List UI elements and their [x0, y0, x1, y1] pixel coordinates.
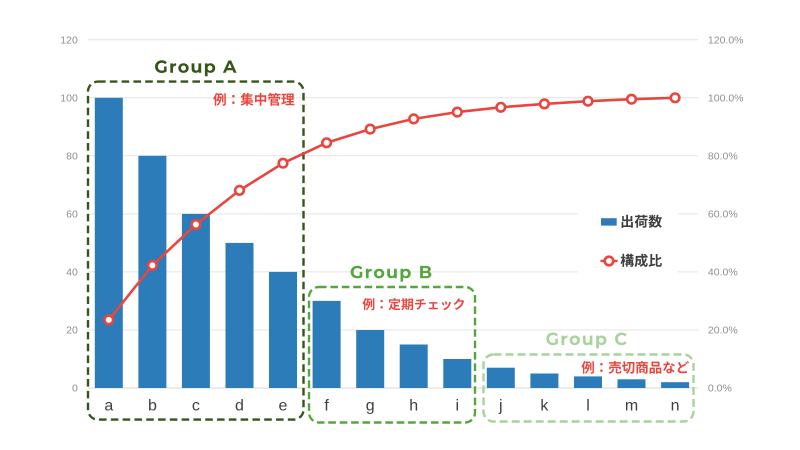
svg-text:c: c — [192, 398, 200, 415]
svg-text:40.0%: 40.0% — [708, 267, 738, 279]
svg-text:20.0%: 20.0% — [708, 325, 738, 337]
svg-text:l: l — [586, 398, 590, 415]
svg-text:b: b — [148, 398, 157, 415]
svg-text:h: h — [409, 398, 418, 415]
svg-text:e: e — [279, 398, 288, 415]
svg-text:0.0%: 0.0% — [708, 383, 732, 395]
svg-text:60: 60 — [66, 209, 78, 221]
svg-text:80: 80 — [66, 151, 78, 163]
svg-text:100: 100 — [60, 93, 78, 105]
svg-text:n: n — [671, 398, 680, 415]
svg-text:100.0%: 100.0% — [708, 93, 744, 105]
svg-text:80.0%: 80.0% — [708, 151, 738, 163]
svg-text:120: 120 — [60, 35, 78, 47]
svg-text:k: k — [540, 398, 549, 415]
svg-text:j: j — [498, 398, 503, 415]
svg-text:g: g — [366, 398, 375, 415]
svg-text:d: d — [235, 398, 244, 415]
svg-text:i: i — [456, 398, 460, 415]
svg-text:40: 40 — [66, 267, 78, 279]
svg-text:20: 20 — [66, 325, 78, 337]
svg-text:f: f — [324, 398, 329, 415]
svg-text:m: m — [625, 398, 638, 415]
svg-text:0: 0 — [72, 383, 78, 395]
svg-text:120.0%: 120.0% — [708, 35, 744, 47]
svg-text:a: a — [104, 398, 113, 415]
svg-text:60.0%: 60.0% — [708, 209, 738, 221]
